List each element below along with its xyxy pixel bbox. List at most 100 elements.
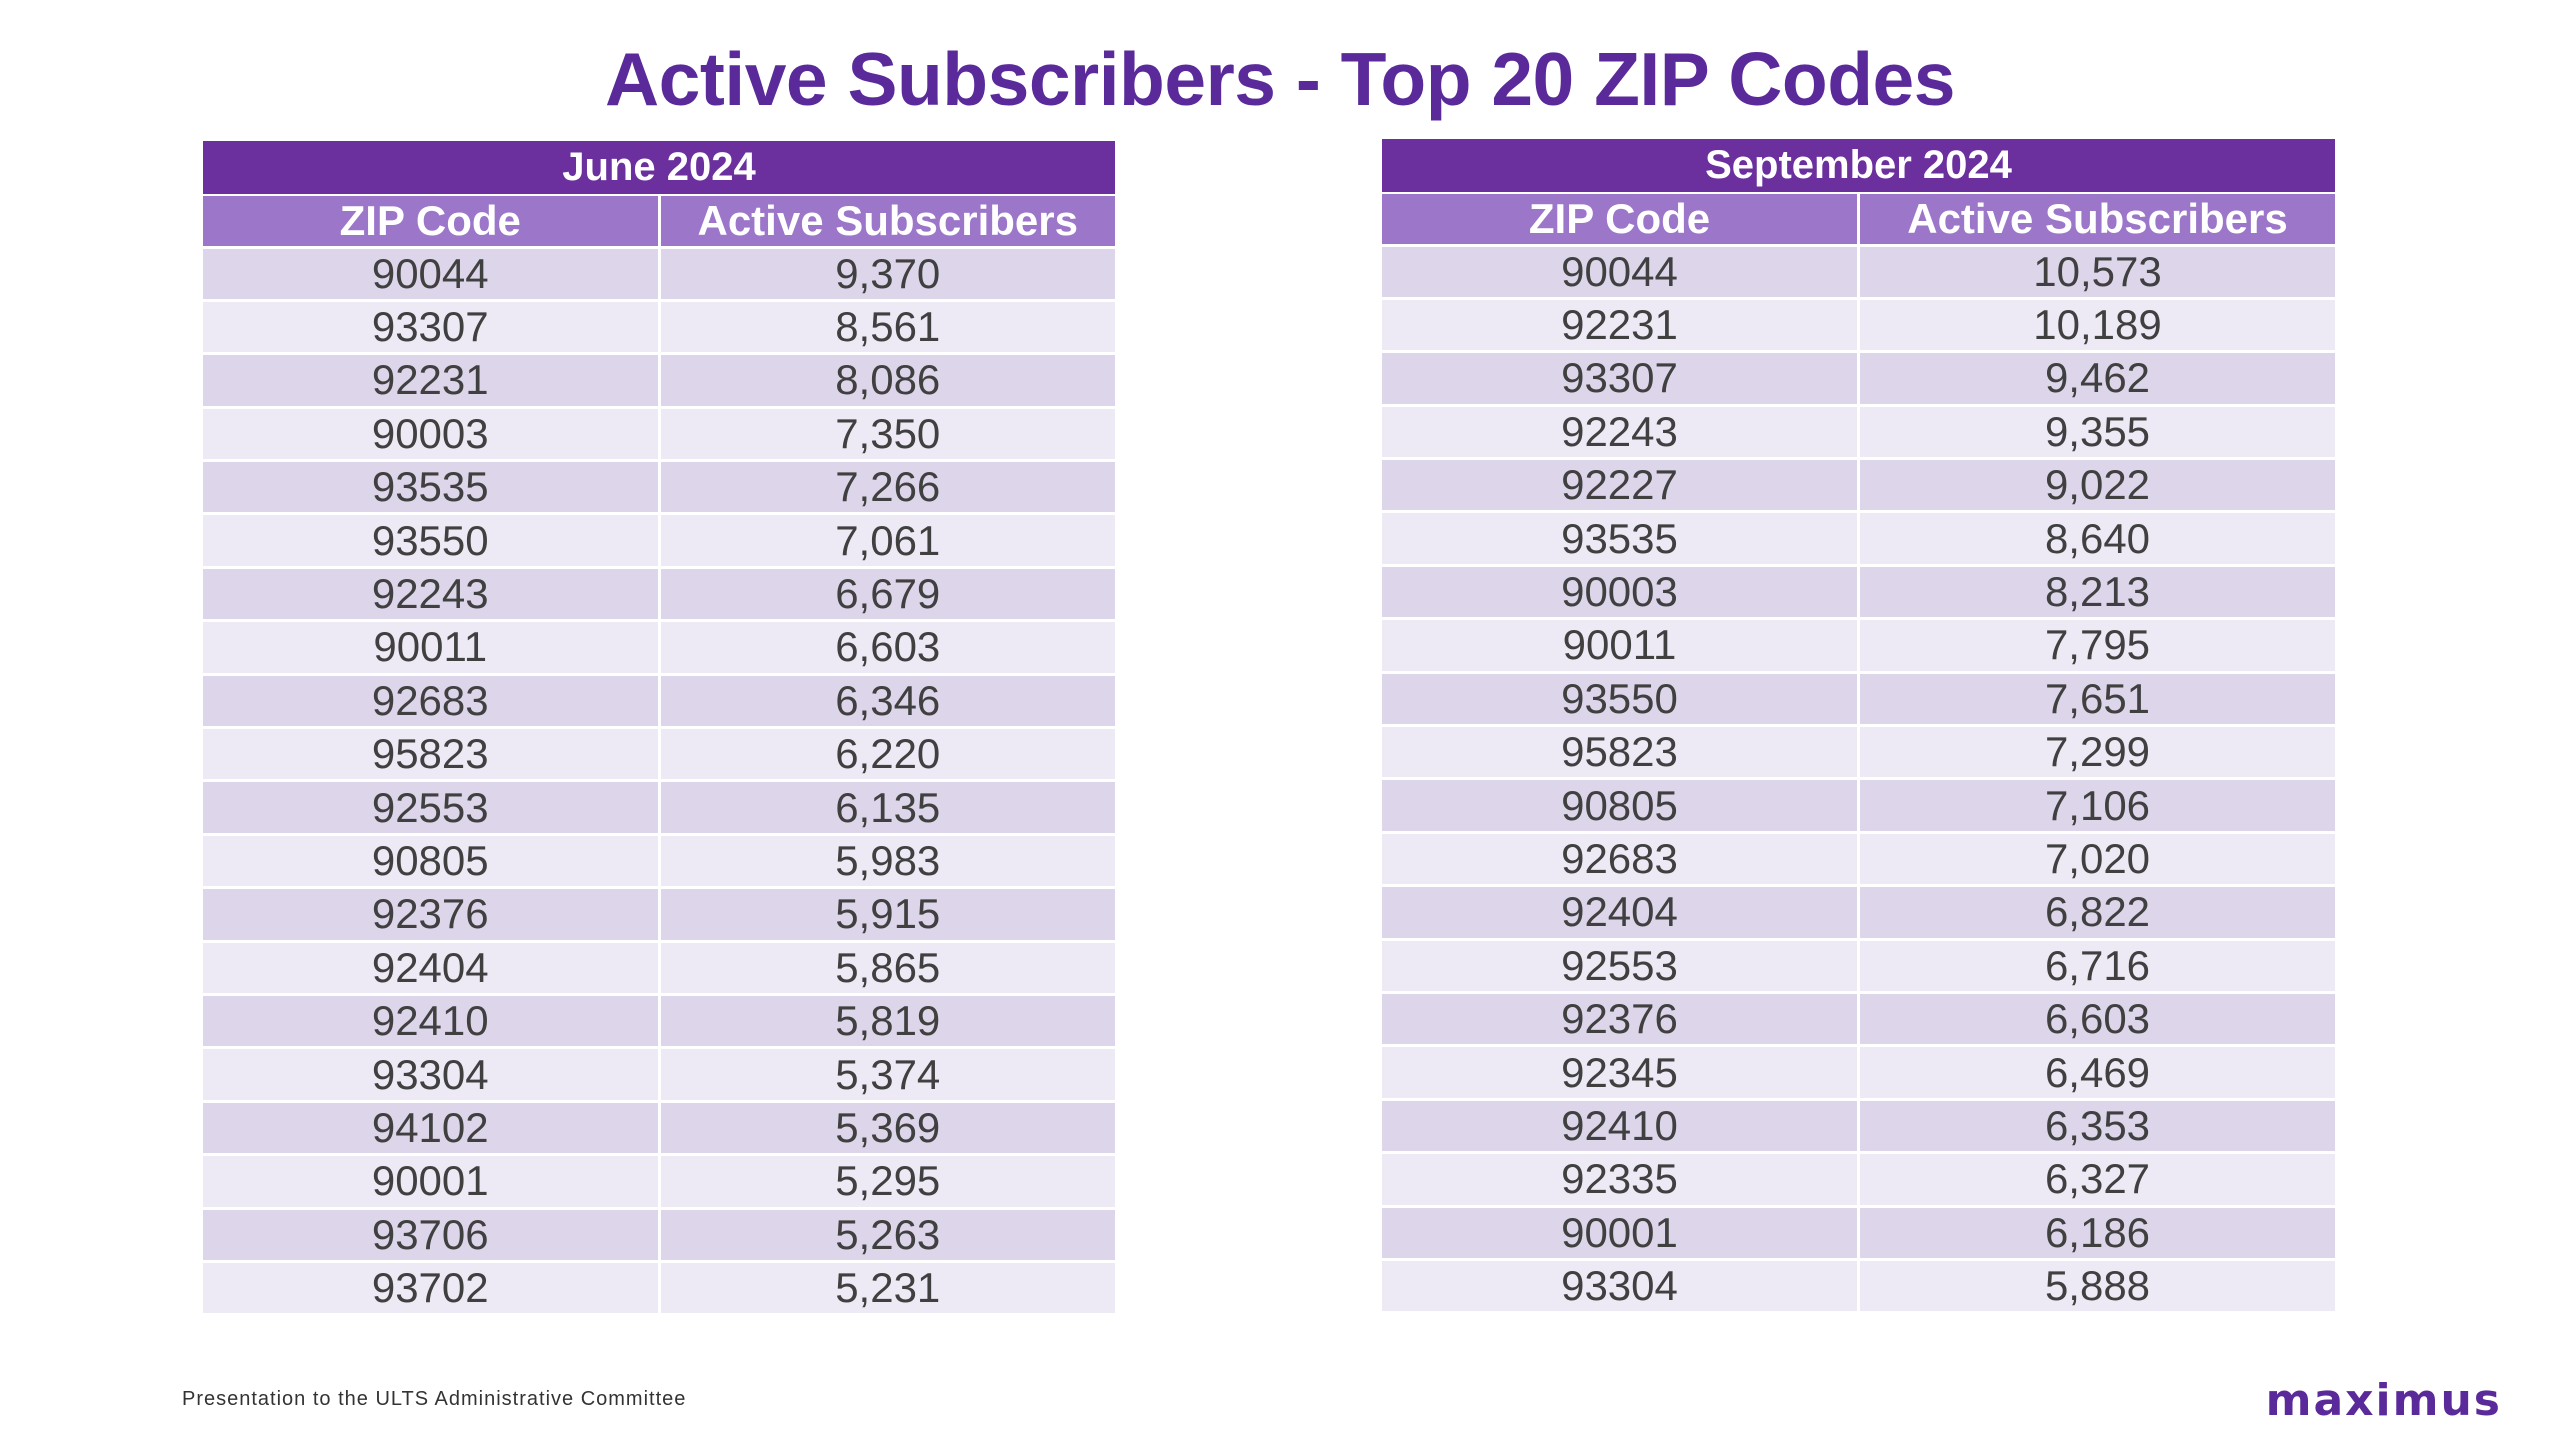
active-subscribers-cell: 5,374	[657, 1047, 1115, 1103]
table-row: 93304 5,374	[203, 1047, 1115, 1103]
zip-code-cell: 92243	[203, 567, 659, 623]
active-subscribers-cell: 9,370	[657, 247, 1115, 302]
zip-code-cell: 95823	[203, 727, 659, 783]
table-row: 92243 9,355	[1382, 405, 2335, 461]
zip-code-cell: 90044	[1382, 245, 1859, 300]
active-subscribers-column-header: Active Subscribers	[1857, 193, 2335, 247]
zip-code-cell: 92376	[203, 887, 659, 943]
table-row: 92553 6,716	[1382, 939, 2335, 994]
zip-code-cell: 94102	[203, 1101, 659, 1157]
maximus-logo: maximus	[2265, 1375, 2502, 1426]
june-2024-table: June 2024 ZIP Code Active Subscribers 90…	[203, 141, 1115, 1317]
active-subscribers-cell: 7,651	[1857, 672, 2335, 728]
active-subscribers-cell: 7,795	[1857, 618, 2335, 674]
zip-code-cell: 90001	[203, 1154, 659, 1210]
table-row: 92553 6,135	[203, 780, 1115, 836]
table-row: 90001 5,295	[203, 1154, 1115, 1210]
table-row: 93307 9,462	[1382, 351, 2335, 407]
active-subscribers-cell: 5,865	[657, 941, 1115, 996]
table-row: 93702 5,231	[203, 1261, 1115, 1317]
table-row: 93550 7,651	[1382, 672, 2335, 728]
active-subscribers-cell: 6,353	[1857, 1099, 2335, 1155]
active-subscribers-cell: 5,263	[657, 1208, 1115, 1263]
table-row: 92683 7,020	[1382, 832, 2335, 888]
table-row: 92376 5,915	[203, 887, 1115, 943]
active-subscribers-cell: 6,603	[1857, 992, 2335, 1048]
active-subscribers-cell: 5,819	[657, 994, 1115, 1050]
active-subscribers-cell: 6,186	[1857, 1206, 2335, 1261]
zip-code-cell: 92553	[203, 780, 659, 836]
active-subscribers-cell: 7,061	[657, 513, 1115, 569]
zip-code-cell: 93307	[203, 300, 659, 356]
active-subscribers-cell: 9,462	[1857, 351, 2335, 407]
footer-text: Presentation to the ULTS Administrative …	[182, 1388, 687, 1410]
zip-code-cell: 93535	[1382, 511, 1859, 567]
table-row: 93706 5,263	[203, 1208, 1115, 1263]
zip-code-cell: 93535	[203, 460, 659, 516]
table-row: 93304 5,888	[1382, 1259, 2335, 1315]
june-table-container: June 2024 ZIP Code Active Subscribers 90…	[203, 141, 1115, 1317]
active-subscribers-cell: 10,189	[1857, 298, 2335, 354]
active-subscribers-cell: 5,983	[657, 834, 1115, 890]
zip-code-column-header: ZIP Code	[1382, 193, 1859, 247]
table-row: 92410 5,819	[203, 994, 1115, 1050]
zip-code-cell: 93304	[1382, 1259, 1859, 1315]
zip-code-cell: 90001	[1382, 1206, 1859, 1261]
table-row: 90011 6,603	[203, 620, 1115, 676]
zip-code-cell: 95823	[1382, 725, 1859, 781]
zip-code-cell: 92683	[203, 674, 659, 730]
table-row: 94102 5,369	[203, 1101, 1115, 1157]
table-row: 92410 6,353	[1382, 1099, 2335, 1155]
table-row: 92231 10,189	[1382, 298, 2335, 354]
active-subscribers-cell: 9,022	[1857, 458, 2335, 514]
page-title: Active Subscribers - Top 20 ZIP Codes	[605, 37, 1955, 121]
active-subscribers-cell: 6,346	[657, 674, 1115, 730]
active-subscribers-cell: 6,716	[1857, 939, 2335, 994]
active-subscribers-cell: 6,220	[657, 727, 1115, 783]
zip-code-cell: 92410	[1382, 1099, 1859, 1155]
active-subscribers-cell: 5,888	[1857, 1259, 2335, 1315]
zip-code-cell: 92683	[1382, 832, 1859, 888]
zip-code-cell: 92404	[203, 941, 659, 996]
zip-code-column-header: ZIP Code	[203, 195, 659, 249]
table-row: 90044 10,573	[1382, 245, 2335, 300]
table-period-header: September 2024	[1382, 139, 2335, 194]
table-row: 92335 6,327	[1382, 1152, 2335, 1208]
zip-code-cell: 93304	[203, 1047, 659, 1103]
active-subscribers-cell: 6,469	[1857, 1045, 2335, 1101]
zip-code-cell: 92376	[1382, 992, 1859, 1048]
table-row: 93307 8,561	[203, 300, 1115, 356]
table-row: 92345 6,469	[1382, 1045, 2335, 1101]
zip-code-cell: 93550	[203, 513, 659, 569]
zip-code-cell: 92345	[1382, 1045, 1859, 1101]
table-row: 95823 6,220	[203, 727, 1115, 783]
table-row: 93535 8,640	[1382, 511, 2335, 567]
zip-code-cell: 92243	[1382, 405, 1859, 461]
active-subscribers-cell: 7,106	[1857, 778, 2335, 834]
zip-code-cell: 92335	[1382, 1152, 1859, 1208]
table-row: 92404 5,865	[203, 941, 1115, 996]
table-row: 93535 7,266	[203, 460, 1115, 516]
table-row: 90805 7,106	[1382, 778, 2335, 834]
zip-code-cell: 92231	[203, 353, 659, 409]
active-subscribers-column-header: Active Subscribers	[657, 195, 1115, 249]
zip-code-cell: 92231	[1382, 298, 1859, 354]
active-subscribers-cell: 5,231	[657, 1261, 1115, 1317]
active-subscribers-cell: 7,020	[1857, 832, 2335, 888]
active-subscribers-cell: 10,573	[1857, 245, 2335, 300]
zip-code-cell: 92227	[1382, 458, 1859, 514]
active-subscribers-cell: 6,603	[657, 620, 1115, 676]
table-row: 92231 8,086	[203, 353, 1115, 409]
zip-code-cell: 92410	[203, 994, 659, 1050]
table-row: 95823 7,299	[1382, 725, 2335, 781]
active-subscribers-cell: 8,086	[657, 353, 1115, 409]
zip-code-cell: 93550	[1382, 672, 1859, 728]
active-subscribers-cell: 6,135	[657, 780, 1115, 836]
table-row: 90011 7,795	[1382, 618, 2335, 674]
active-subscribers-cell: 5,295	[657, 1154, 1115, 1210]
table-row: 92404 6,822	[1382, 885, 2335, 941]
table-period-header: June 2024	[203, 141, 1115, 196]
september-2024-table: September 2024 ZIP Code Active Subscribe…	[1382, 139, 2335, 1315]
zip-code-cell: 90011	[1382, 618, 1859, 674]
zip-code-cell: 90805	[1382, 778, 1859, 834]
